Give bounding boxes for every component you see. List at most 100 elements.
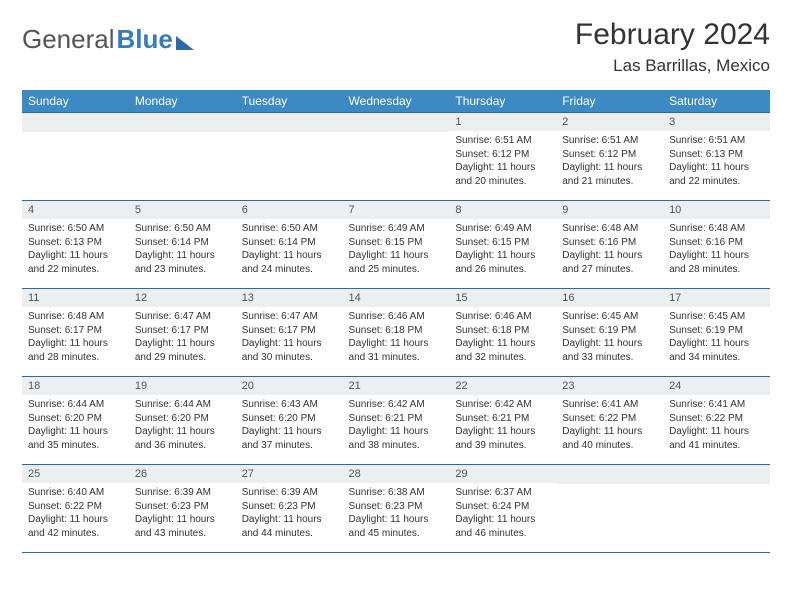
sunset-line: Sunset: 6:21 PM [349, 412, 444, 426]
day-number: 9 [556, 201, 663, 219]
logo-triangle-icon [176, 36, 194, 50]
sunrise-line: Sunrise: 6:49 AM [349, 222, 444, 236]
daylight-line: Daylight: 11 hours and 22 minutes. [669, 161, 764, 188]
day-number: 23 [556, 377, 663, 395]
day-content: Sunrise: 6:38 AMSunset: 6:23 PMDaylight:… [343, 483, 450, 546]
daylight-line: Daylight: 11 hours and 25 minutes. [349, 249, 444, 276]
day-content [22, 132, 129, 194]
weekday-header: Monday [129, 90, 236, 113]
title-block: February 2024 Las Barrillas, Mexico [575, 18, 770, 76]
sunset-line: Sunset: 6:14 PM [242, 236, 337, 250]
day-content: Sunrise: 6:40 AMSunset: 6:22 PMDaylight:… [22, 483, 129, 546]
day-cell: 19Sunrise: 6:44 AMSunset: 6:20 PMDayligh… [129, 377, 236, 465]
day-number: 25 [22, 465, 129, 483]
weekday-header: Sunday [22, 90, 129, 113]
day-content [556, 484, 663, 546]
day-number: 13 [236, 289, 343, 307]
sunset-line: Sunset: 6:12 PM [562, 148, 657, 162]
sunset-line: Sunset: 6:21 PM [455, 412, 550, 426]
day-content: Sunrise: 6:49 AMSunset: 6:15 PMDaylight:… [343, 219, 450, 282]
calendar-table: SundayMondayTuesdayWednesdayThursdayFrid… [22, 90, 770, 553]
day-cell: 26Sunrise: 6:39 AMSunset: 6:23 PMDayligh… [129, 465, 236, 553]
day-cell: 15Sunrise: 6:46 AMSunset: 6:18 PMDayligh… [449, 289, 556, 377]
day-cell: 14Sunrise: 6:46 AMSunset: 6:18 PMDayligh… [343, 289, 450, 377]
day-cell: 17Sunrise: 6:45 AMSunset: 6:19 PMDayligh… [663, 289, 770, 377]
day-number: 2 [556, 113, 663, 131]
day-number: 8 [449, 201, 556, 219]
day-number: 5 [129, 201, 236, 219]
day-number [22, 113, 129, 132]
sunrise-line: Sunrise: 6:41 AM [562, 398, 657, 412]
day-cell: 28Sunrise: 6:38 AMSunset: 6:23 PMDayligh… [343, 465, 450, 553]
day-content: Sunrise: 6:50 AMSunset: 6:14 PMDaylight:… [129, 219, 236, 282]
weekday-header: Friday [556, 90, 663, 113]
day-cell: 24Sunrise: 6:41 AMSunset: 6:22 PMDayligh… [663, 377, 770, 465]
sunrise-line: Sunrise: 6:42 AM [455, 398, 550, 412]
calendar-row: 18Sunrise: 6:44 AMSunset: 6:20 PMDayligh… [22, 377, 770, 465]
sunrise-line: Sunrise: 6:50 AM [135, 222, 230, 236]
daylight-line: Daylight: 11 hours and 22 minutes. [28, 249, 123, 276]
day-cell: 2Sunrise: 6:51 AMSunset: 6:12 PMDaylight… [556, 113, 663, 201]
day-content: Sunrise: 6:49 AMSunset: 6:15 PMDaylight:… [449, 219, 556, 282]
day-content: Sunrise: 6:47 AMSunset: 6:17 PMDaylight:… [236, 307, 343, 370]
logo: General Blue [22, 18, 194, 55]
daylight-line: Daylight: 11 hours and 42 minutes. [28, 513, 123, 540]
sunrise-line: Sunrise: 6:46 AM [349, 310, 444, 324]
day-cell: 3Sunrise: 6:51 AMSunset: 6:13 PMDaylight… [663, 113, 770, 201]
day-number [343, 113, 450, 132]
day-content: Sunrise: 6:47 AMSunset: 6:17 PMDaylight:… [129, 307, 236, 370]
sunset-line: Sunset: 6:17 PM [28, 324, 123, 338]
sunrise-line: Sunrise: 6:47 AM [242, 310, 337, 324]
day-cell: 6Sunrise: 6:50 AMSunset: 6:14 PMDaylight… [236, 201, 343, 289]
day-cell: 13Sunrise: 6:47 AMSunset: 6:17 PMDayligh… [236, 289, 343, 377]
daylight-line: Daylight: 11 hours and 26 minutes. [455, 249, 550, 276]
day-content [236, 132, 343, 194]
sunset-line: Sunset: 6:19 PM [562, 324, 657, 338]
day-content: Sunrise: 6:48 AMSunset: 6:17 PMDaylight:… [22, 307, 129, 370]
day-content: Sunrise: 6:46 AMSunset: 6:18 PMDaylight:… [343, 307, 450, 370]
weekday-header: Thursday [449, 90, 556, 113]
sunrise-line: Sunrise: 6:45 AM [669, 310, 764, 324]
day-content: Sunrise: 6:45 AMSunset: 6:19 PMDaylight:… [556, 307, 663, 370]
day-content: Sunrise: 6:45 AMSunset: 6:19 PMDaylight:… [663, 307, 770, 370]
day-content: Sunrise: 6:39 AMSunset: 6:23 PMDaylight:… [236, 483, 343, 546]
empty-cell [236, 113, 343, 201]
empty-cell [129, 113, 236, 201]
day-number: 7 [343, 201, 450, 219]
sunset-line: Sunset: 6:24 PM [455, 500, 550, 514]
sunrise-line: Sunrise: 6:44 AM [135, 398, 230, 412]
daylight-line: Daylight: 11 hours and 21 minutes. [562, 161, 657, 188]
day-number: 6 [236, 201, 343, 219]
sunset-line: Sunset: 6:17 PM [242, 324, 337, 338]
sunset-line: Sunset: 6:17 PM [135, 324, 230, 338]
logo-text-1: General [22, 24, 115, 55]
day-number [236, 113, 343, 132]
daylight-line: Daylight: 11 hours and 46 minutes. [455, 513, 550, 540]
sunset-line: Sunset: 6:13 PM [669, 148, 764, 162]
day-number [129, 113, 236, 132]
day-number: 3 [663, 113, 770, 131]
logo-text-2: Blue [117, 24, 173, 55]
sunset-line: Sunset: 6:15 PM [349, 236, 444, 250]
day-cell: 9Sunrise: 6:48 AMSunset: 6:16 PMDaylight… [556, 201, 663, 289]
day-number: 28 [343, 465, 450, 483]
day-content: Sunrise: 6:41 AMSunset: 6:22 PMDaylight:… [556, 395, 663, 458]
sunrise-line: Sunrise: 6:37 AM [455, 486, 550, 500]
day-number [663, 465, 770, 484]
sunset-line: Sunset: 6:18 PM [455, 324, 550, 338]
day-number: 29 [449, 465, 556, 483]
day-cell: 23Sunrise: 6:41 AMSunset: 6:22 PMDayligh… [556, 377, 663, 465]
day-number [556, 465, 663, 484]
sunset-line: Sunset: 6:18 PM [349, 324, 444, 338]
day-cell: 27Sunrise: 6:39 AMSunset: 6:23 PMDayligh… [236, 465, 343, 553]
day-content [129, 132, 236, 194]
day-cell: 11Sunrise: 6:48 AMSunset: 6:17 PMDayligh… [22, 289, 129, 377]
day-content: Sunrise: 6:42 AMSunset: 6:21 PMDaylight:… [449, 395, 556, 458]
sunrise-line: Sunrise: 6:48 AM [28, 310, 123, 324]
daylight-line: Daylight: 11 hours and 32 minutes. [455, 337, 550, 364]
sunrise-line: Sunrise: 6:50 AM [28, 222, 123, 236]
day-content [663, 484, 770, 546]
calendar-row: 11Sunrise: 6:48 AMSunset: 6:17 PMDayligh… [22, 289, 770, 377]
day-number: 15 [449, 289, 556, 307]
day-cell: 16Sunrise: 6:45 AMSunset: 6:19 PMDayligh… [556, 289, 663, 377]
